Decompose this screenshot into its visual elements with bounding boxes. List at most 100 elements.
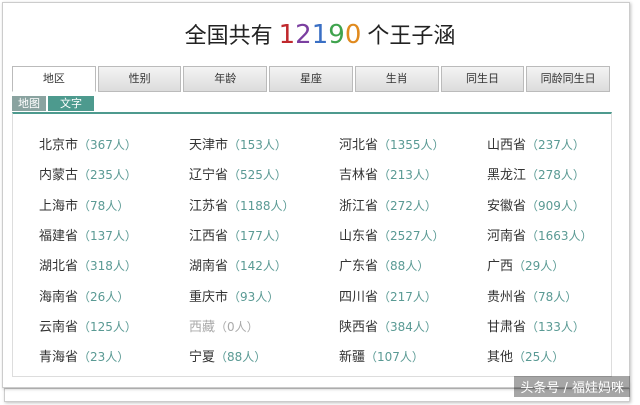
region-entry: 宁夏（88人） bbox=[189, 346, 266, 365]
tab[interactable]: 星座 bbox=[269, 66, 353, 92]
tab[interactable]: 同龄同生日 bbox=[526, 66, 611, 92]
region-count: （367人） bbox=[78, 138, 137, 152]
content-box: 北京市（367人） 天津市（153人） 河北省（1355人） 山西省（237人） 内蒙古… bbox=[12, 112, 612, 377]
region-entry: 福建省（137人） bbox=[39, 225, 137, 244]
region-entry: 海南省（26人） bbox=[39, 286, 129, 305]
region-name: 广西 bbox=[487, 259, 514, 275]
paper-edge bbox=[4, 388, 630, 402]
region-count: （142人） bbox=[228, 259, 287, 274]
region-name: 其他 bbox=[487, 350, 514, 366]
region-entry: 北京市（367人） bbox=[39, 134, 137, 153]
region-count: （213人） bbox=[378, 168, 437, 183]
region-name: 天津市 bbox=[189, 138, 229, 153]
region-entry: 天津市（153人） bbox=[189, 134, 287, 153]
tab[interactable]: 性别 bbox=[97, 66, 182, 92]
region-count: （384人） bbox=[378, 319, 437, 334]
region-name: 四川省 bbox=[339, 289, 379, 305]
region-entry: 广西（29人） bbox=[487, 255, 564, 274]
region-name: 福建省 bbox=[39, 228, 79, 244]
region-count: （525人） bbox=[228, 168, 287, 183]
region-name: 广东省 bbox=[339, 259, 379, 275]
region-count: （177人） bbox=[228, 228, 287, 243]
region-count: （78人） bbox=[526, 289, 578, 304]
region-name: 上海市 bbox=[39, 198, 79, 214]
region-entry: 贵州省（78人） bbox=[487, 286, 577, 305]
region-count: （2527人） bbox=[378, 228, 445, 243]
region-name: 辽宁省 bbox=[189, 168, 229, 184]
region-entry: 江西省（177人） bbox=[189, 225, 287, 244]
region-name: 内蒙古 bbox=[39, 168, 79, 184]
region-entry: 内蒙古（235人） bbox=[39, 164, 137, 183]
region-name: 云南省 bbox=[39, 319, 79, 335]
region-count: （1663人） bbox=[526, 228, 593, 243]
region-entry: 湖北省（318人） bbox=[39, 255, 137, 274]
region-count: （153人） bbox=[228, 138, 287, 152]
region-count: （1355人） bbox=[378, 138, 445, 152]
region-count: （26人） bbox=[78, 289, 130, 304]
region-name: 山东省 bbox=[339, 228, 379, 244]
region-count: （0人） bbox=[215, 319, 259, 334]
region-entry: 上海市（78人） bbox=[39, 195, 129, 214]
title-prefix: 全国共有 bbox=[184, 24, 273, 49]
region-entry: 河北省（1355人） bbox=[339, 134, 445, 153]
tab[interactable]: 年龄 bbox=[183, 66, 268, 92]
title-digit: 1 bbox=[278, 20, 296, 50]
region-entry: 江苏省（1188人） bbox=[189, 195, 295, 214]
region-name: 江西省 bbox=[189, 228, 229, 244]
region-count: （235人） bbox=[78, 168, 137, 183]
region-entry: 河南省（1663人） bbox=[487, 225, 593, 244]
region-name: 河北省 bbox=[339, 138, 379, 153]
region-count: （278人） bbox=[526, 168, 585, 183]
region-count: （25人） bbox=[513, 350, 565, 365]
region-entry: 山东省（2527人） bbox=[339, 225, 445, 244]
region-count: （1188人） bbox=[228, 198, 295, 213]
region-entry: 四川省（217人） bbox=[339, 286, 437, 305]
region-count: （272人） bbox=[378, 198, 437, 213]
tab[interactable]: 同生日 bbox=[440, 66, 525, 92]
region-name: 黑龙江 bbox=[487, 168, 527, 184]
region-count: （29人） bbox=[513, 259, 565, 274]
region-name: 浙江省 bbox=[339, 198, 379, 214]
tab[interactable]: 地区 bbox=[12, 66, 96, 92]
region-entry: 西藏（0人） bbox=[189, 316, 259, 335]
subtab-bar: 地图 文字 bbox=[12, 96, 94, 111]
region-name: 江苏省 bbox=[189, 198, 229, 214]
region-name: 重庆市 bbox=[189, 289, 229, 305]
region-count: （217人） bbox=[378, 289, 437, 304]
tab[interactable]: 生肖 bbox=[354, 66, 439, 92]
title-digit: 2 bbox=[295, 20, 312, 50]
region-count: （93人） bbox=[228, 289, 280, 304]
region-entry: 青海省（23人） bbox=[39, 346, 129, 365]
region-entry: 安徽省（909人） bbox=[487, 195, 585, 214]
title-digit: 9 bbox=[328, 20, 345, 50]
region-name: 山西省 bbox=[487, 138, 527, 153]
region-name: 湖南省 bbox=[189, 259, 229, 275]
region-count: （23人） bbox=[78, 350, 130, 365]
region-count: （318人） bbox=[78, 259, 137, 274]
region-entry: 黑龙江（278人） bbox=[487, 164, 585, 183]
region-count: （133人） bbox=[526, 319, 585, 334]
region-name: 海南省 bbox=[39, 289, 79, 305]
region-name: 湖北省 bbox=[39, 259, 79, 275]
region-entry: 云南省（125人） bbox=[39, 316, 137, 335]
title-digit: 0 bbox=[344, 20, 362, 50]
region-entry: 甘肃省（133人） bbox=[487, 316, 585, 335]
subtab[interactable]: 文字 bbox=[48, 96, 94, 111]
region-entry: 广东省（88人） bbox=[339, 255, 429, 274]
region-name: 青海省 bbox=[39, 350, 79, 366]
region-name: 贵州省 bbox=[487, 289, 527, 305]
region-entry: 辽宁省（525人） bbox=[189, 164, 287, 183]
region-entry: 浙江省（272人） bbox=[339, 195, 437, 214]
region-name: 安徽省 bbox=[487, 198, 527, 214]
subtab[interactable]: 地图 bbox=[12, 96, 46, 111]
region-count: （137人） bbox=[78, 228, 137, 243]
title-number: 12190 bbox=[279, 20, 362, 50]
region-count: （909人） bbox=[526, 198, 585, 213]
region-entry: 吉林省（213人） bbox=[339, 164, 437, 183]
watermark: 头条号 / 福娃妈咪 bbox=[514, 376, 630, 397]
tab-bar: 地区 性别 年龄 星座 生肖 同生日 同龄同生日 bbox=[12, 66, 611, 92]
region-name: 陕西省 bbox=[339, 319, 379, 335]
region-count: （237人） bbox=[526, 138, 585, 152]
title-suffix: 个王子涵 bbox=[367, 24, 456, 49]
